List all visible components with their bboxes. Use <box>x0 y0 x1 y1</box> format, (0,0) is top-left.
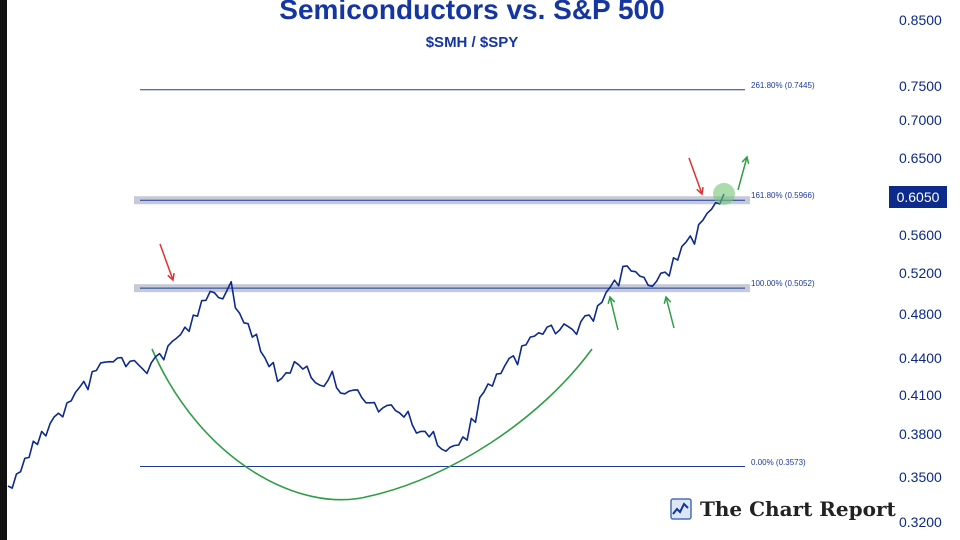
chart-title: Semiconductors vs. S&P 500 <box>279 0 665 25</box>
y-tick-label: 0.6500 <box>899 150 942 166</box>
red-arrow-latest-peak <box>688 157 703 195</box>
chart-report-logo-icon <box>670 498 692 520</box>
left-edge-bar <box>0 0 7 540</box>
fib-level-label: 0.00% (0.3573) <box>751 457 806 467</box>
y-tick-label: 0.5200 <box>899 265 942 281</box>
y-tick-label: 0.4100 <box>899 387 942 403</box>
green-arrow-breakout-head <box>741 155 750 164</box>
red-arrow-first-peak-head <box>167 272 175 282</box>
price-series-line <box>7 193 725 489</box>
y-tick-label: 0.3500 <box>899 469 942 485</box>
y-tick-label: 0.3800 <box>899 426 942 442</box>
y-tick-label: 0.3200 <box>899 514 942 530</box>
y-tick-label: 0.5600 <box>899 227 942 243</box>
fib-level-label: 161.80% (0.5966) <box>751 191 815 201</box>
green-arrow-support-1-head <box>607 295 616 304</box>
cup-curve <box>151 348 593 501</box>
latest-price-marker <box>713 182 735 205</box>
red-arrow-first-peak <box>159 243 174 281</box>
red-arrow-latest-peak-head <box>696 186 704 196</box>
green-arrow-support-2 <box>665 296 675 329</box>
y-tick-label: 0.4800 <box>899 306 942 322</box>
brand-logo: The Chart Report <box>670 497 896 521</box>
green-arrow-support-1 <box>609 296 619 331</box>
y-tick-label: 0.7000 <box>899 112 942 128</box>
fib-level-label: 261.80% (0.7445) <box>751 80 815 90</box>
fib-level-label: 100.00% (0.5052) <box>751 279 815 289</box>
chart-subtitle: $SMH / $SPY <box>425 34 519 51</box>
y-tick-label: 0.8500 <box>899 12 942 28</box>
brand-name: The Chart Report <box>700 497 896 521</box>
current-price-badge: 0.6050 <box>889 186 947 208</box>
green-arrow-breakout <box>737 156 748 191</box>
y-tick-label: 0.4400 <box>899 350 942 366</box>
green-arrow-support-2-head <box>663 295 672 304</box>
y-tick-label: 0.7500 <box>899 78 942 94</box>
